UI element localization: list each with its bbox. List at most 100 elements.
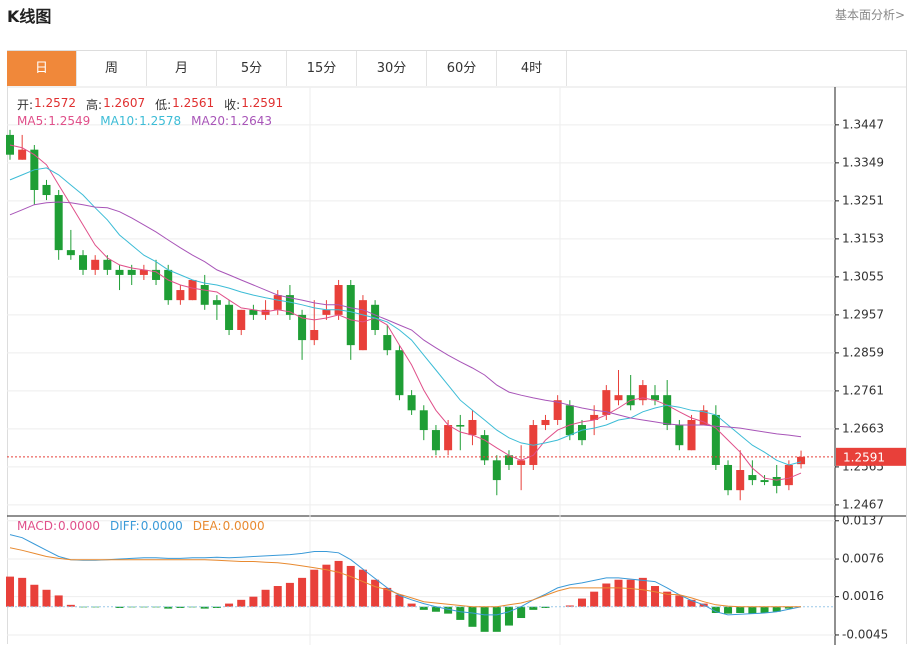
candle-body [383, 335, 392, 351]
macd-bar [784, 606, 793, 609]
candle-body [797, 456, 806, 465]
readout-label: 低: [155, 98, 172, 112]
chart-frame [7, 50, 907, 644]
candle-body [91, 259, 100, 270]
period-tab[interactable]: 15分 [287, 51, 357, 86]
period-tab[interactable]: 周 [77, 51, 147, 86]
macd-bar [18, 577, 27, 607]
macd-bar [164, 606, 173, 609]
readout-label: 收: [224, 98, 241, 112]
macd-bar [736, 606, 745, 613]
candle-body [748, 475, 757, 481]
ohlc-readout: 开: 1.2572 高: 1.2607 低: 1.2561 收: 1.2591 [17, 96, 293, 113]
candle-body [152, 269, 161, 280]
macd-bar [225, 603, 234, 607]
macd-bar [675, 595, 684, 607]
candle-body [577, 425, 586, 441]
candle-body [358, 300, 367, 351]
period-tab[interactable]: 月 [147, 51, 217, 86]
candle-body [18, 149, 27, 160]
candle-body [675, 425, 684, 446]
period-tab[interactable]: 30分 [357, 51, 427, 86]
macd-bar [298, 577, 307, 607]
y-tick-label: 1.2859 [842, 345, 884, 359]
legend-label: MA5: [17, 114, 48, 128]
ma-readout: MA5: 1.2549 MA10: 1.2578 MA20: 1.2643 [17, 114, 282, 128]
macd-legend-value: 0.0000 [140, 519, 183, 533]
candle-body [261, 309, 270, 315]
candle-body [736, 470, 745, 491]
legend-label: MA20: [191, 114, 229, 128]
candle-body [395, 350, 404, 396]
macd-bar [724, 606, 733, 614]
y-tick-label: 0.0016 [842, 589, 884, 603]
candle-body [687, 419, 696, 451]
macd-bar [529, 606, 538, 610]
readout-value: 1.2607 [103, 96, 146, 110]
legend-value: 1.2643 [230, 114, 272, 128]
y-tick-label: 1.3251 [842, 193, 884, 207]
macd-legend-label: MACD: [17, 519, 58, 533]
macd-bar [626, 579, 635, 607]
y-tick-label: -0.0045 [842, 627, 888, 641]
macd-bar [577, 598, 586, 607]
y-tick-label: 1.2761 [842, 383, 884, 397]
period-tab[interactable]: 日 [7, 51, 77, 86]
macd-bar [383, 587, 392, 607]
macd-bar [431, 606, 440, 612]
macd-bar [371, 579, 380, 607]
macd-bar [638, 577, 647, 607]
macd-bar [492, 606, 501, 632]
candle-body [711, 414, 720, 465]
macd-bar [200, 606, 209, 609]
candle-body [565, 405, 574, 436]
page-title: K线图 [7, 7, 52, 26]
last-price-label: 1.2591 [843, 450, 885, 464]
candle-body [115, 269, 124, 275]
candle-body [225, 304, 234, 331]
macd-bar [54, 595, 63, 607]
period-tab[interactable]: 5分 [217, 51, 287, 86]
candle-body [553, 400, 562, 420]
candle-body [103, 259, 112, 270]
candle-body [249, 309, 258, 315]
candle-body [310, 330, 319, 341]
macd-bar [42, 589, 51, 607]
macd-bar [602, 583, 611, 607]
period-tab[interactable]: 60分 [427, 51, 497, 86]
y-tick-label: 1.2467 [842, 497, 884, 511]
macd-bar [760, 606, 769, 613]
candle-body [188, 279, 197, 301]
indicator-line [9, 534, 802, 616]
y-tick-label: 1.2957 [842, 307, 884, 321]
legend-label: MA10: [100, 114, 139, 128]
candle-body [431, 430, 440, 451]
fundamental-link[interactable]: 基本面分析> [834, 8, 905, 22]
candle-body [504, 455, 513, 465]
macd-bar [358, 569, 367, 607]
last-price-box [836, 447, 906, 466]
candle-body [66, 250, 75, 256]
macd-bar [517, 606, 526, 619]
candle-body [127, 269, 136, 275]
period-tab[interactable]: 4时 [497, 51, 567, 86]
macd-bar [273, 586, 282, 607]
readout-value: 1.2572 [34, 96, 77, 110]
macd-legend-label: DEA: [192, 519, 222, 533]
candle-body [772, 476, 781, 486]
candle-body [699, 410, 708, 426]
y-tick-label: 0.0137 [842, 513, 884, 527]
y-tick-label: 1.3447 [842, 117, 884, 131]
readout-label: 高: [86, 98, 103, 112]
candle-body [638, 385, 647, 401]
candle-body [79, 255, 88, 270]
candle-body [724, 464, 733, 491]
macd-bar [663, 591, 672, 607]
macd-bar [261, 589, 270, 607]
macd-bar [504, 606, 513, 626]
macd-bar [115, 606, 124, 608]
candle-body [760, 480, 769, 483]
macd-bar [212, 606, 221, 608]
